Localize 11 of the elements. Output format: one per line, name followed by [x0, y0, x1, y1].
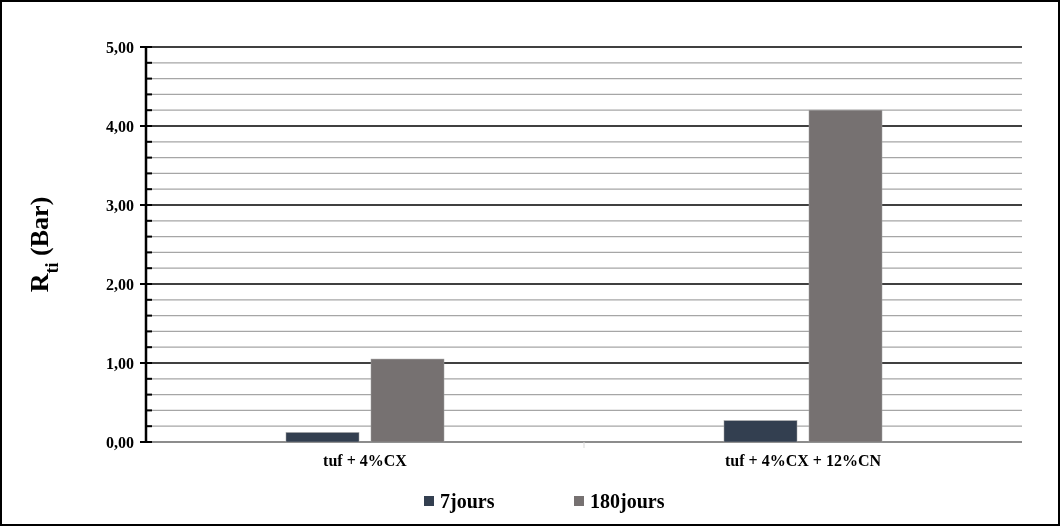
legend-label: 7jours: [440, 490, 495, 513]
y-tick-label: 2,00: [106, 275, 134, 293]
y-tick-label: 5,00: [106, 38, 134, 56]
y-tick-label: 1,00: [106, 354, 134, 372]
legend-label: 180jours: [590, 490, 665, 513]
y-tick-label: 0,00: [106, 433, 134, 451]
bar: [285, 432, 360, 443]
y-tick-label: 4,00: [106, 117, 134, 135]
y-tick-label: 3,00: [106, 196, 134, 214]
x-tick-label: tuf + 4%CX + 12%CN: [724, 452, 882, 469]
x-tick-label: tuf + 4%CX: [323, 452, 408, 469]
